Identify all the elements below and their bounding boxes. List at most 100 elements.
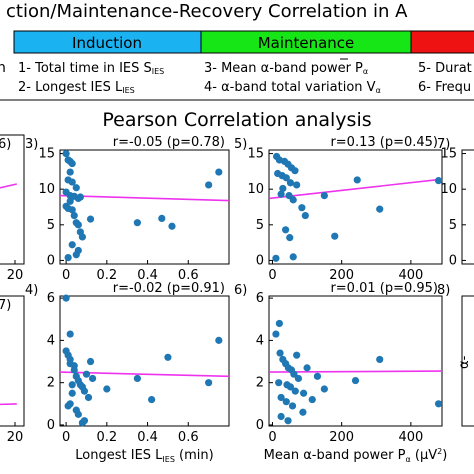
- data-point: [88, 374, 97, 383]
- y-tick-label: 0: [47, 418, 55, 433]
- data-point: [286, 383, 295, 391]
- y-tick-label: 5: [47, 218, 55, 233]
- header: ction/Maintenance-Recovery Correlation i…: [0, 1, 474, 131]
- axes-frame: [461, 295, 474, 427]
- data-point: [294, 374, 303, 383]
- data-point: [215, 168, 223, 176]
- data-point: [78, 233, 86, 241]
- x-axis-label: Mean α-band power Pα (μV2): [264, 447, 448, 464]
- y-tick-label: 5: [256, 218, 264, 233]
- x-tick-label: 20: [7, 268, 24, 283]
- data-point: [277, 190, 285, 198]
- data-point: [276, 349, 284, 357]
- data-point: [68, 241, 76, 249]
- axes-frame: [268, 295, 443, 427]
- regression-line: [0, 403, 17, 406]
- data-point: [293, 181, 301, 189]
- panel-1: 0 0.2 0.4 0.6 0 5 10 153) r=-0.05 (p=0.78): [25, 135, 230, 283]
- data-point: [298, 204, 306, 212]
- data-point: [308, 395, 316, 404]
- data-point: [288, 402, 297, 410]
- x-tick-label: 400: [398, 268, 423, 283]
- panel-3: 0 5 10 157): [437, 137, 474, 268]
- y-tick-label: 0: [449, 253, 457, 268]
- data-point: [293, 351, 301, 359]
- y-tick-label: 0: [47, 253, 55, 268]
- data-point: [215, 336, 223, 344]
- phase-label-maintenance: Maintenance: [258, 34, 355, 52]
- data-point: [290, 370, 298, 378]
- y-tick-label: 10: [38, 182, 55, 197]
- data-point: [72, 251, 80, 259]
- data-point: [299, 408, 307, 416]
- data-point: [286, 234, 294, 242]
- correlation-annotation: r=0.13 (p=0.45): [330, 135, 438, 150]
- panel-label: 3): [25, 137, 38, 152]
- y-tick-label: 2: [256, 376, 264, 391]
- data-point: [62, 294, 70, 302]
- y-tick-label: 15: [247, 147, 264, 162]
- data-point: [320, 385, 328, 393]
- data-point: [168, 222, 176, 230]
- data-point: [291, 167, 299, 175]
- data-point: [291, 387, 299, 395]
- x-tick-label: 0.4: [137, 430, 158, 445]
- data-point: [282, 174, 290, 182]
- correlation-annotation: r=-0.05 (p=0.78): [113, 135, 225, 150]
- panel-label: 7): [0, 298, 11, 313]
- data-point: [72, 184, 80, 192]
- axes-frame: [0, 295, 25, 427]
- data-point: [68, 389, 76, 397]
- regression-line: [59, 194, 230, 202]
- x-tick-label: 0.2: [96, 268, 117, 283]
- data-point: [64, 402, 72, 410]
- correlation-annotation: r=0.01 (p=0.95): [330, 281, 438, 296]
- data-point: [300, 389, 308, 397]
- data-point: [279, 184, 287, 193]
- metric-label-2: 2- Longest IES LIES: [18, 80, 135, 95]
- legend-left-stub: n: [0, 60, 6, 76]
- data-point: [84, 393, 93, 402]
- data-point: [66, 197, 74, 205]
- x-tick-label: 0: [268, 268, 276, 283]
- regression-line: [268, 370, 443, 373]
- metric-label-1: 1- Total time in IES SIES: [18, 61, 164, 76]
- x-axis-label: Longest IES LIES (min): [75, 448, 213, 464]
- data-point: [313, 372, 322, 380]
- data-point: [277, 393, 285, 402]
- x-tick-label: 0.6: [178, 268, 199, 283]
- x-tick-label: 0.2: [96, 430, 117, 445]
- axes-frame: [59, 149, 230, 265]
- y-tick-label: 15: [38, 147, 55, 162]
- panel-label: 5): [234, 137, 247, 152]
- y-tick-label: 15: [440, 147, 457, 162]
- x-tick-label: 400: [398, 430, 423, 445]
- data-point: [68, 159, 76, 168]
- panel-7: 8) α-: [437, 283, 474, 427]
- metric-label-4: 4- α-band total variation Vα: [204, 80, 381, 95]
- data-point: [272, 330, 280, 338]
- panel-label: 8): [437, 283, 450, 298]
- panel-label: 4): [25, 283, 38, 298]
- panel-label: 7): [437, 137, 450, 152]
- y-tick-label: 5: [449, 218, 457, 233]
- x-tick-label: 200: [329, 268, 354, 283]
- data-point: [66, 330, 74, 338]
- data-point: [86, 215, 95, 223]
- x-tick-label: 20: [7, 430, 24, 445]
- data-point: [103, 385, 111, 393]
- y-tick-label: 10: [440, 182, 457, 197]
- y-tick-label: 10: [247, 182, 264, 197]
- x-tick-label: 0: [62, 430, 70, 445]
- data-point: [331, 232, 339, 240]
- data-point: [148, 395, 156, 404]
- y-tick-label: 4: [47, 333, 55, 348]
- data-point: [277, 412, 285, 421]
- data-point: [434, 177, 443, 185]
- data-point: [272, 254, 280, 262]
- panel-4: 20 7): [0, 295, 25, 445]
- data-point: [158, 214, 166, 222]
- data-point: [205, 379, 213, 387]
